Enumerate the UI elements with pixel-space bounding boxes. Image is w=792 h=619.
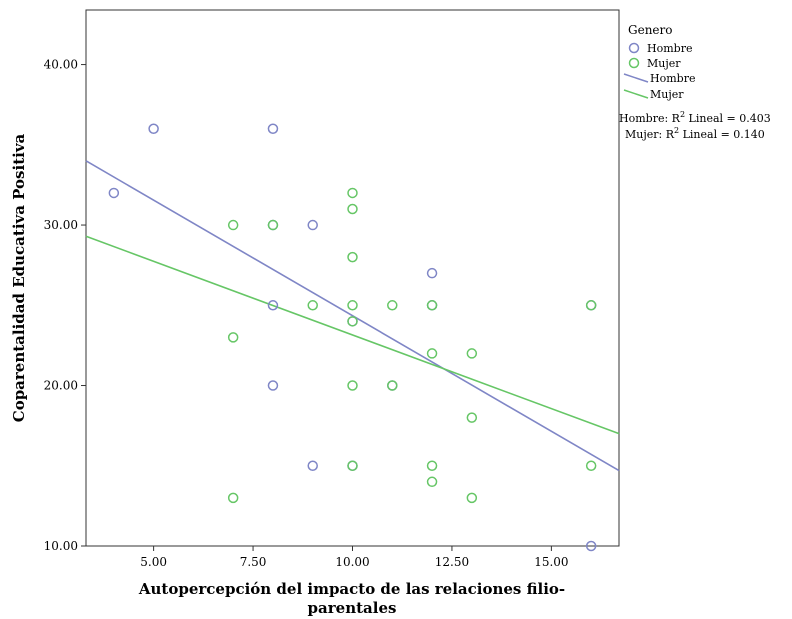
legend-title: Genero <box>628 23 672 37</box>
y-tick-label: 10.00 <box>44 539 78 553</box>
data-point-mujer <box>426 476 438 488</box>
legend-r2-hombre: Hombre: R2 Lineal = 0.403 <box>619 110 771 125</box>
fit-line-mujer <box>85 235 620 435</box>
fit-lines <box>85 160 620 472</box>
data-point-mujer <box>466 492 478 504</box>
data-point-mujer <box>227 492 239 504</box>
data-point-mujer <box>347 187 358 199</box>
data-point-hombre <box>426 267 438 279</box>
legend-label-mujer-marker: Mujer <box>647 57 681 70</box>
x-tick-label: 12.50 <box>435 555 469 569</box>
x-tick-label: 7.50 <box>240 555 267 569</box>
legend-r2-mujer: Mujer: R2 Lineal = 0.140 <box>625 126 765 141</box>
data-point-hombre <box>108 187 120 199</box>
y-tick-label: 40.00 <box>44 58 78 72</box>
legend-line-mujer <box>623 89 649 99</box>
data-point-mujer <box>426 348 438 359</box>
data-point-mujer <box>387 380 398 391</box>
y-axis-ticks: 10.00 20.00 30.00 40.00 <box>44 58 86 553</box>
data-point-mujer <box>307 300 318 311</box>
data-points <box>108 123 597 552</box>
data-point-mujer <box>347 460 358 472</box>
data-point-mujer <box>347 316 358 327</box>
x-axis-ticks: 5.00 7.50 10.00 12.50 15.00 <box>140 546 569 569</box>
legend: Genero Hombre Mujer Hombre Mujer Hombre:… <box>619 23 771 141</box>
plot-area <box>85 9 620 547</box>
data-point-hombre <box>267 123 279 135</box>
x-tick-label: 5.00 <box>140 555 167 569</box>
legend-line-hombre <box>623 73 649 83</box>
data-point-mujer <box>585 460 597 472</box>
data-point-mujer <box>347 380 358 391</box>
data-point-mujer <box>426 460 438 472</box>
y-axis-title: Coparentalidad Educativa Positiva <box>10 133 28 422</box>
fit-line-hombre <box>85 160 620 472</box>
data-point-mujer <box>387 300 398 311</box>
data-point-mujer <box>347 251 358 263</box>
data-point-mujer <box>466 348 478 359</box>
data-point-mujer <box>426 300 438 311</box>
data-point-hombre <box>307 219 318 231</box>
legend-label-hombre-marker: Hombre <box>647 42 692 55</box>
legend-marker-hombre <box>628 42 640 54</box>
data-point-hombre <box>307 460 318 472</box>
legend-label-mujer-line: Mujer <box>650 88 684 101</box>
data-point-hombre <box>148 123 159 135</box>
y-tick-label: 20.00 <box>44 379 78 393</box>
data-point-mujer <box>466 412 478 423</box>
legend-marker-mujer <box>628 57 640 69</box>
legend-label-hombre-line: Hombre <box>650 72 695 85</box>
data-point-mujer <box>267 219 279 231</box>
data-point-hombre <box>267 300 279 311</box>
data-point-mujer <box>585 300 597 311</box>
x-tick-label: 15.00 <box>534 555 568 569</box>
x-tick-label: 10.00 <box>335 555 369 569</box>
y-tick-label: 30.00 <box>44 218 78 232</box>
data-point-hombre <box>585 540 597 552</box>
data-point-mujer <box>227 219 239 231</box>
x-axis-title-line-1: Autopercepción del impacto de las relaci… <box>138 580 565 598</box>
data-point-hombre <box>267 380 279 391</box>
x-axis-title-line-2: parentales <box>308 599 397 617</box>
data-point-mujer <box>227 332 239 343</box>
data-point-mujer <box>347 203 358 215</box>
data-point-mujer <box>347 300 358 311</box>
